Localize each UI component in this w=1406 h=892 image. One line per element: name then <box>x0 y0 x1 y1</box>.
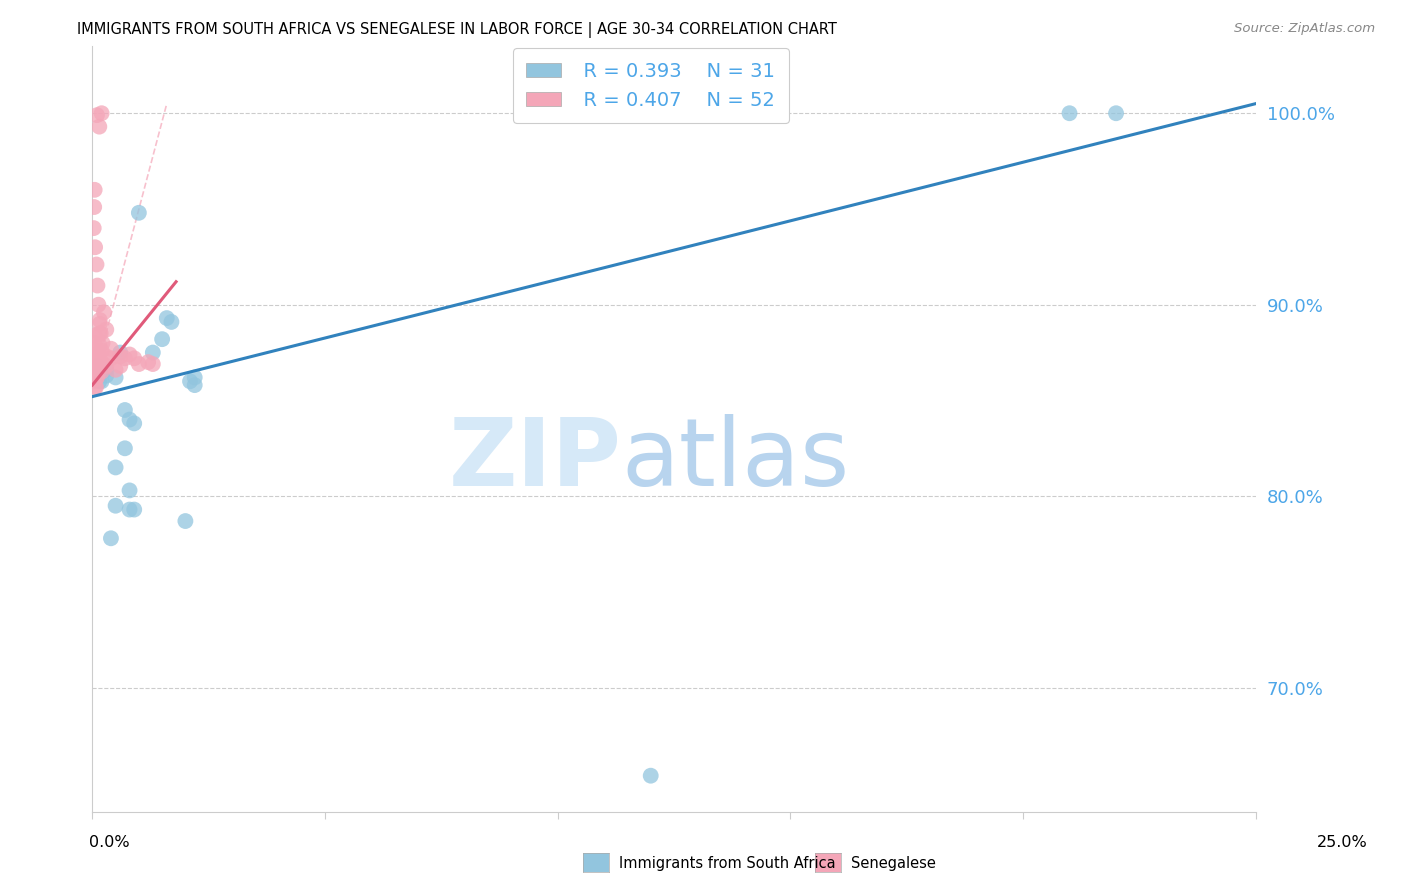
Point <box>118 347 141 361</box>
Text: atlas: atlas <box>621 414 849 506</box>
Point <box>86 370 108 384</box>
Point <box>640 769 662 783</box>
Point <box>122 502 145 516</box>
Point <box>87 347 110 361</box>
Point <box>136 355 159 369</box>
Point <box>86 355 108 369</box>
Point <box>83 343 105 358</box>
Point <box>89 120 111 134</box>
Legend:   R = 0.393    N = 31,   R = 0.407    N = 52: R = 0.393 N = 31, R = 0.407 N = 52 <box>513 48 789 123</box>
Point <box>90 106 112 120</box>
Point <box>142 345 165 359</box>
Text: Senegalese: Senegalese <box>851 856 935 871</box>
Point <box>128 206 150 220</box>
Point <box>96 363 118 377</box>
Point <box>183 370 205 384</box>
Point <box>83 200 105 214</box>
Point <box>83 328 105 343</box>
Point <box>128 357 150 371</box>
Text: 0.0%: 0.0% <box>90 836 129 850</box>
Point <box>118 502 141 516</box>
Text: 25.0%: 25.0% <box>1317 836 1368 850</box>
Point <box>104 499 127 513</box>
Point <box>86 370 108 384</box>
Point <box>114 442 136 456</box>
Point <box>100 351 122 366</box>
Point <box>83 350 105 364</box>
Point <box>118 483 141 498</box>
Point <box>86 359 108 373</box>
Point <box>96 350 118 364</box>
Point <box>82 374 104 388</box>
Point <box>104 460 127 475</box>
Point <box>110 359 132 373</box>
Point <box>83 363 105 377</box>
Point <box>160 315 183 329</box>
Point <box>83 336 105 351</box>
Point <box>110 350 132 364</box>
Point <box>84 240 107 254</box>
Point <box>90 374 112 388</box>
Point <box>83 183 105 197</box>
Point <box>84 360 107 375</box>
Point <box>89 313 111 327</box>
Point <box>100 531 122 545</box>
Point <box>122 417 145 431</box>
Point <box>104 363 127 377</box>
Point <box>179 374 201 388</box>
Point <box>89 374 111 388</box>
Point <box>86 347 108 361</box>
Point <box>150 332 173 346</box>
Point <box>91 336 114 351</box>
Point <box>96 359 118 373</box>
Point <box>86 359 108 373</box>
Point <box>142 357 165 371</box>
Point <box>174 514 197 528</box>
Point <box>110 345 132 359</box>
Point <box>104 370 127 384</box>
Point <box>90 355 112 369</box>
Point <box>89 338 111 352</box>
Text: ZIP: ZIP <box>449 414 621 506</box>
Point <box>86 258 108 272</box>
Point <box>1105 106 1128 120</box>
Point <box>86 278 108 293</box>
Point <box>87 357 110 371</box>
Point <box>118 412 141 426</box>
Point <box>114 351 136 366</box>
Point <box>90 365 112 379</box>
Point <box>89 317 111 331</box>
Point <box>100 342 122 356</box>
Point <box>183 378 205 392</box>
Point <box>114 403 136 417</box>
Point <box>96 368 118 383</box>
Point <box>87 298 110 312</box>
Point <box>84 365 107 379</box>
Text: IMMIGRANTS FROM SOUTH AFRICA VS SENEGALESE IN LABOR FORCE | AGE 30-34 CORRELATIO: IMMIGRANTS FROM SOUTH AFRICA VS SENEGALE… <box>77 22 837 38</box>
Point <box>83 221 105 235</box>
Point <box>87 367 110 381</box>
Point <box>156 311 179 326</box>
Point <box>96 322 118 336</box>
Point <box>84 380 107 394</box>
Point <box>90 343 112 358</box>
Point <box>84 380 107 394</box>
Point <box>90 365 112 379</box>
Point <box>84 372 107 386</box>
Text: Immigrants from South Africa: Immigrants from South Africa <box>619 856 835 871</box>
Point <box>1059 106 1081 120</box>
Point <box>89 326 111 341</box>
Text: Source: ZipAtlas.com: Source: ZipAtlas.com <box>1234 22 1375 36</box>
Point <box>90 326 112 341</box>
Point <box>93 305 115 319</box>
Point <box>122 351 145 366</box>
Point <box>86 108 108 122</box>
